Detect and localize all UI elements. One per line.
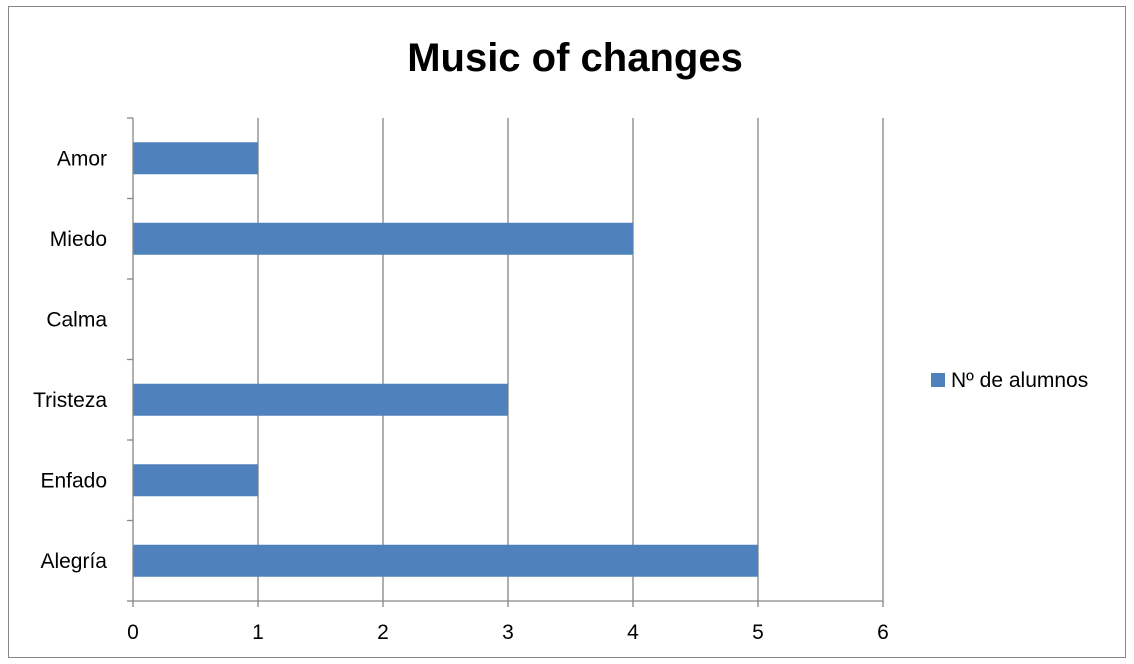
chart-title: Music of changes [407,36,743,80]
x-tick-label-5: 5 [752,621,764,644]
axes [127,117,884,607]
legend-swatch [931,373,945,387]
x-tick-label-1: 1 [252,621,264,644]
legend-label: Nº de alumnos [951,369,1088,392]
x-tick-label-0: 0 [127,621,139,644]
legend: Nº de alumnos [931,369,1088,392]
category-label-alegría: Alegría [40,550,107,573]
gridlines [257,118,884,601]
bar-enfado [133,464,258,497]
category-label-calma: Calma [46,308,107,331]
bar-alegría [133,544,758,577]
x-tick-label-6: 6 [877,621,889,644]
x-tick-label-2: 2 [377,621,389,644]
category-label-miedo: Miedo [50,228,107,251]
bar-amor [133,142,258,175]
category-labels: Alegría Enfado Tristeza Calma Miedo Amor [33,147,107,573]
x-tick-label-4: 4 [627,621,639,644]
x-tick-label-3: 3 [502,621,514,644]
bar-tristeza [133,383,508,416]
bar-miedo [133,222,633,255]
category-label-amor: Amor [57,147,107,170]
bars [133,142,758,577]
category-label-tristeza: Tristeza [33,389,107,412]
value-tick-labels: 0 1 2 3 4 5 6 [127,621,889,644]
category-label-enfado: Enfado [40,469,107,492]
